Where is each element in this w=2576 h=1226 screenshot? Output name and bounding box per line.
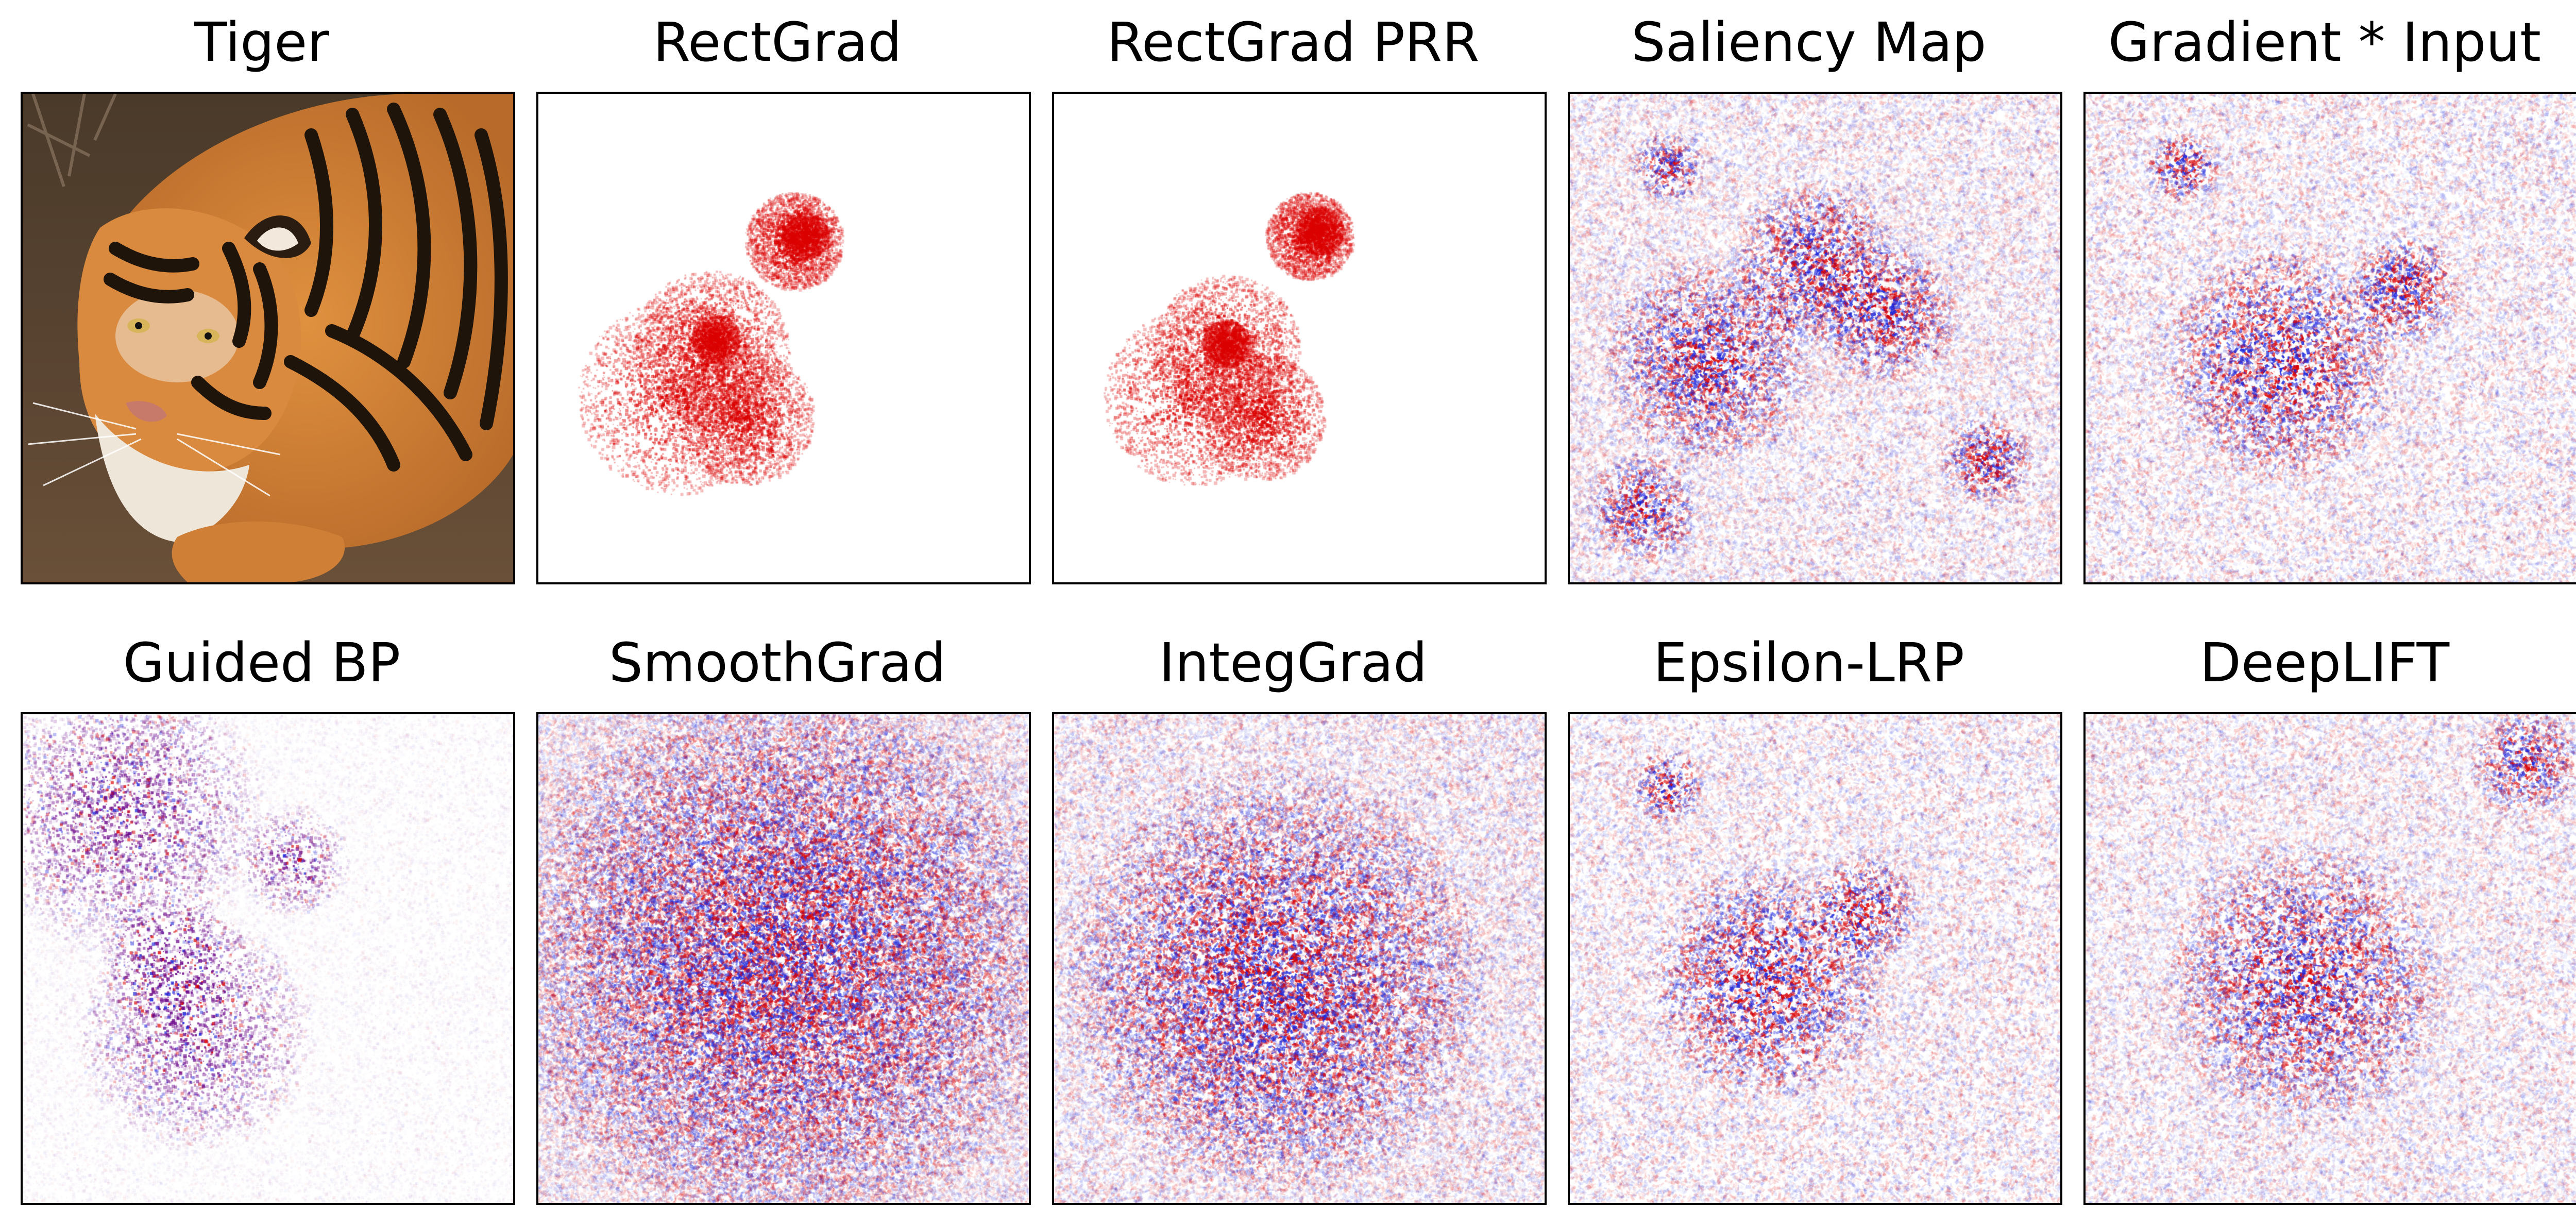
panel-rectgrad (536, 92, 1031, 584)
panel-title-rectgrad: RectGrad (653, 11, 902, 74)
panel-title-saliency-map: Saliency Map (1631, 11, 1987, 74)
panel-title-gradient-input: Gradient * Input (2108, 11, 2541, 74)
deeplift-heatmap (2086, 714, 2576, 1203)
gradient-input-heatmap (2086, 94, 2576, 582)
panel-tiger-photo (21, 92, 515, 584)
panel-title-smoothgrad: SmoothGrad (608, 631, 946, 694)
panel-integgrad (1052, 712, 1547, 1205)
epsilon-lrp-heatmap (1570, 714, 2060, 1203)
panel-rectgrad-prr (1052, 92, 1547, 584)
integgrad-heatmap (1054, 714, 1545, 1203)
panel-gradient-input (2083, 92, 2576, 584)
panel-title-deeplift: DeepLIFT (2199, 631, 2450, 694)
panel-deeplift (2083, 712, 2576, 1205)
panel-title-tiger: Tiger (194, 11, 329, 74)
guided-bp-heatmap (23, 714, 513, 1203)
panel-epsilon-lrp (1568, 712, 2062, 1205)
panel-title-guided-bp: Guided BP (123, 631, 401, 694)
panel-title-rectgrad-prr: RectGrad PRR (1107, 11, 1480, 74)
panel-guided-bp (21, 712, 515, 1205)
rectgrad-prr-heatmap (1054, 94, 1545, 582)
panel-saliency-map (1568, 92, 2062, 584)
tiger-image (23, 94, 513, 582)
panel-title-integgrad: IntegGrad (1159, 631, 1428, 694)
saliency-map-heatmap (1570, 94, 2060, 582)
panel-smoothgrad (536, 712, 1031, 1205)
smoothgrad-heatmap (538, 714, 1029, 1203)
rectgrad-heatmap (538, 94, 1029, 582)
panel-title-epsilon-lrp: Epsilon-LRP (1653, 631, 1964, 694)
